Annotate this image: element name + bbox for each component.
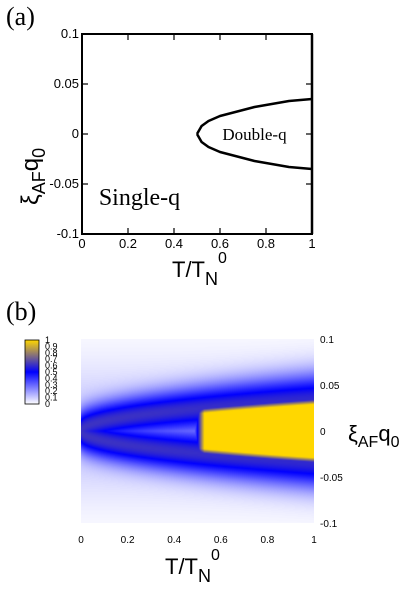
y-label-main: ξ [17, 194, 44, 205]
panel-b-y-tick-labels: -0.1 -0.05 0 0.05 0.1 [320, 335, 343, 530]
y-tick-label: -0.1 [57, 226, 79, 241]
colorbar-tick-label: 0.5 [45, 367, 58, 377]
y-label-main: ξ [348, 421, 358, 446]
phase-boundary-1 [195, 133, 313, 171]
x-tick-label: 0.6 [214, 535, 228, 546]
panel-b-label: (b) [6, 297, 36, 326]
colorbar-tick-label: 0.1 [45, 393, 58, 403]
x-tick-label: 0 [78, 535, 84, 546]
x-tick-label: 1 [308, 236, 315, 251]
panel-a-x-tick-labels: 0 0.2 0.4 0.6 0.8 1 [78, 236, 315, 251]
panel-b-x-tick-labels: 0 0.2 0.4 0.6 0.8 1 [78, 535, 317, 546]
x-label-sub: N [198, 566, 211, 586]
x-tick-label: 0.4 [167, 535, 181, 546]
heatmap-container [81, 339, 314, 523]
colorbar-tick-label: 1 [45, 335, 50, 345]
panel-a-y-axis-label: ξAFq0 [17, 148, 49, 205]
y-tick-label: 0.1 [320, 335, 334, 346]
y-tick-label: -0.1 [320, 519, 338, 530]
x-tick-label: 0.2 [119, 236, 137, 251]
colorbar-tick-label: 0.3 [45, 380, 58, 390]
y-tick-label: -0.05 [320, 473, 343, 484]
x-tick-label: 0.4 [165, 236, 183, 251]
y-tick-label: 0.1 [61, 26, 79, 41]
panel-b-y-axis-label: ξAFq0 [348, 421, 400, 451]
colorbar-tick-labels: 00.10.20.30.40.50.60.70.80.91 [45, 335, 58, 409]
x-label-sub: N [205, 269, 218, 289]
colorbar-tick-label: 0.6 [45, 361, 58, 371]
y-tick-label: 0.05 [320, 381, 340, 392]
x-tick-label: 0.8 [260, 535, 274, 546]
phase-boundary-0 [195, 97, 313, 135]
y-tick-label: 0 [72, 126, 79, 141]
y-label-tail: q [17, 158, 44, 171]
colorbar-tick-label: 0.2 [45, 386, 58, 396]
colorbar-tick-label: 0 [45, 399, 50, 409]
y-tick-label: 0 [320, 427, 326, 438]
panel-b: (b) 00.10.20.30.40.50.60.70.80.91 0 0.2 0.… [6, 297, 400, 586]
colorbar-tick-label: 0.8 [45, 348, 58, 358]
x-tick-label: 0.8 [257, 236, 275, 251]
x-tick-label: 0.2 [121, 535, 135, 546]
y-label-sub: AF [29, 171, 49, 194]
y-label-tail-sub: 0 [29, 148, 49, 158]
y-label-sub: AF [358, 434, 379, 451]
y-label-tail-sub: 0 [391, 434, 400, 451]
x-tick-label: 0.6 [211, 236, 229, 251]
single-q-annotation: Single-q [99, 185, 180, 211]
x-label-main: T/T [172, 257, 205, 282]
colorbar-tick-label: 0.4 [45, 373, 58, 383]
x-label-sup: 0 [211, 547, 220, 564]
heatmap [81, 339, 314, 523]
double-q-annotation: Double-q [222, 125, 287, 144]
y-label-tail: q [378, 421, 390, 446]
x-tick-label: 1 [311, 535, 317, 546]
panel-a-y-tick-labels: -0.1 -0.05 0 0.05 0.1 [49, 26, 79, 241]
y-tick-label: -0.05 [49, 176, 79, 191]
colorbar-tick-label: 0.9 [45, 341, 58, 351]
y-tick-label: 0.05 [54, 76, 79, 91]
panel-a-label: (a) [6, 2, 35, 31]
panel-a-x-axis-label: T/TN0 [172, 250, 227, 289]
panel-b-x-axis-label: T/TN0 [165, 547, 220, 586]
panel-a-series [195, 34, 314, 234]
x-label-sup: 0 [218, 250, 227, 267]
x-tick-label: 0 [78, 236, 85, 251]
colorbar-tick-label: 0.7 [45, 354, 58, 364]
panel-a: (a) 0 0.2 0.4 0.6 0.8 1 -0.1 -0.05 0 0.05 0.1 Dou… [6, 2, 316, 289]
x-label-main: T/T [165, 554, 198, 579]
colorbar [24, 339, 40, 405]
